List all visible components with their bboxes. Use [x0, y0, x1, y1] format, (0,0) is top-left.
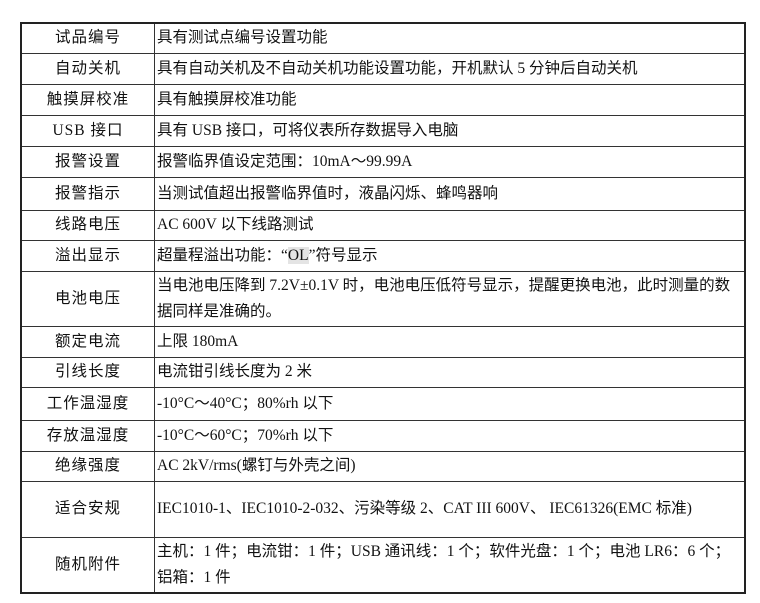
row-label: 报警指示 — [20, 176, 155, 211]
row-value: 当测试值超出报警临界值时，液晶闪烁、蜂鸣器响 — [154, 176, 746, 211]
row-label: 工作温湿度 — [20, 386, 155, 421]
row-label: 试品编号 — [20, 22, 155, 54]
spec-table: 试品编号 具有测试点编号设置功能 自动关机 具有自动关机及不自动关机功能设置功能，开… — [20, 22, 746, 594]
highlighted-text: OL — [287, 246, 309, 264]
table-row: 随机附件 主机：1 件；电流钳：1 件；USB 通讯线：1 个；软件光盘：1 个；… — [20, 536, 746, 594]
table-row: 电池电压 当电池电压降到 7.2V±0.1V 时，电池电压低符号显示，提醒更换电池… — [20, 270, 746, 327]
table-row: 触摸屏校准 具有触摸屏校准功能 — [20, 83, 746, 116]
row-value: -10°C～40°C；80%rh 以下 — [154, 386, 746, 421]
row-value: 具有触摸屏校准功能 — [154, 83, 746, 116]
row-value: 当电池电压降到 7.2V±0.1V 时，电池电压低符号显示，提醒更换电池，此时测… — [154, 270, 746, 327]
row-label: 溢出显示 — [20, 239, 155, 272]
table-row: 报警指示 当测试值超出报警临界值时，液晶闪烁、蜂鸣器响 — [20, 176, 746, 211]
row-value: IEC1010-1、IEC1010-2-032、污染等级 2、CAT III 6… — [154, 480, 746, 538]
value-text: 超量程溢出功能：“ — [157, 246, 288, 264]
row-value: 电流钳引线长度为 2 米 — [154, 356, 746, 388]
row-value: 报警临界值设定范围：10mA～99.99A — [154, 145, 746, 178]
row-label: 线路电压 — [20, 209, 155, 241]
row-label: 报警设置 — [20, 145, 155, 178]
row-label: 触摸屏校准 — [20, 83, 155, 116]
table-row: 试品编号 具有测试点编号设置功能 — [20, 22, 746, 54]
row-label: 随机附件 — [20, 536, 155, 594]
row-value: 主机：1 件；电流钳：1 件；USB 通讯线：1 个；软件光盘：1 个；电池 L… — [154, 536, 746, 594]
row-label: 自动关机 — [20, 52, 155, 85]
row-label: 引线长度 — [20, 356, 155, 388]
table-row: USB 接口 具有 USB 接口，可将仪表所存数据导入电脑 — [20, 114, 746, 147]
row-value: 具有自动关机及不自动关机功能设置功能，开机默认 5 分钟后自动关机 — [154, 52, 746, 85]
row-label: 适合安规 — [20, 480, 155, 538]
table-row: 额定电流 上限 180mA — [20, 325, 746, 358]
table-row: 线路电压 AC 600V 以下线路测试 — [20, 209, 746, 241]
row-label: USB 接口 — [20, 114, 155, 147]
table-row: 工作温湿度 -10°C～40°C；80%rh 以下 — [20, 386, 746, 421]
table-row: 自动关机 具有自动关机及不自动关机功能设置功能，开机默认 5 分钟后自动关机 — [20, 52, 746, 85]
row-value: 上限 180mA — [154, 325, 746, 358]
table-row: 绝缘强度 AC 2kV/rms(螺钉与外壳之间) — [20, 450, 746, 482]
table-row: 适合安规 IEC1010-1、IEC1010-2-032、污染等级 2、CAT I… — [20, 480, 746, 538]
row-value: 具有测试点编号设置功能 — [154, 22, 746, 54]
table-row: 存放温湿度 -10°C～60°C；70%rh 以下 — [20, 419, 746, 452]
table-row: 报警设置 报警临界值设定范围：10mA～99.99A — [20, 145, 746, 178]
table-row: 引线长度 电流钳引线长度为 2 米 — [20, 356, 746, 388]
value-text: ”符号显示 — [308, 246, 378, 264]
row-label: 存放温湿度 — [20, 419, 155, 452]
row-value: -10°C～60°C；70%rh 以下 — [154, 419, 746, 452]
row-label: 额定电流 — [20, 325, 155, 358]
table-row: 溢出显示 超量程溢出功能：“OL”符号显示 — [20, 239, 746, 272]
row-label: 绝缘强度 — [20, 450, 155, 482]
row-value: AC 600V 以下线路测试 — [154, 209, 746, 241]
row-value: 具有 USB 接口，可将仪表所存数据导入电脑 — [154, 114, 746, 147]
row-value: 超量程溢出功能：“OL”符号显示 — [154, 239, 746, 272]
row-label: 电池电压 — [20, 270, 155, 327]
row-value: AC 2kV/rms(螺钉与外壳之间) — [154, 450, 746, 482]
